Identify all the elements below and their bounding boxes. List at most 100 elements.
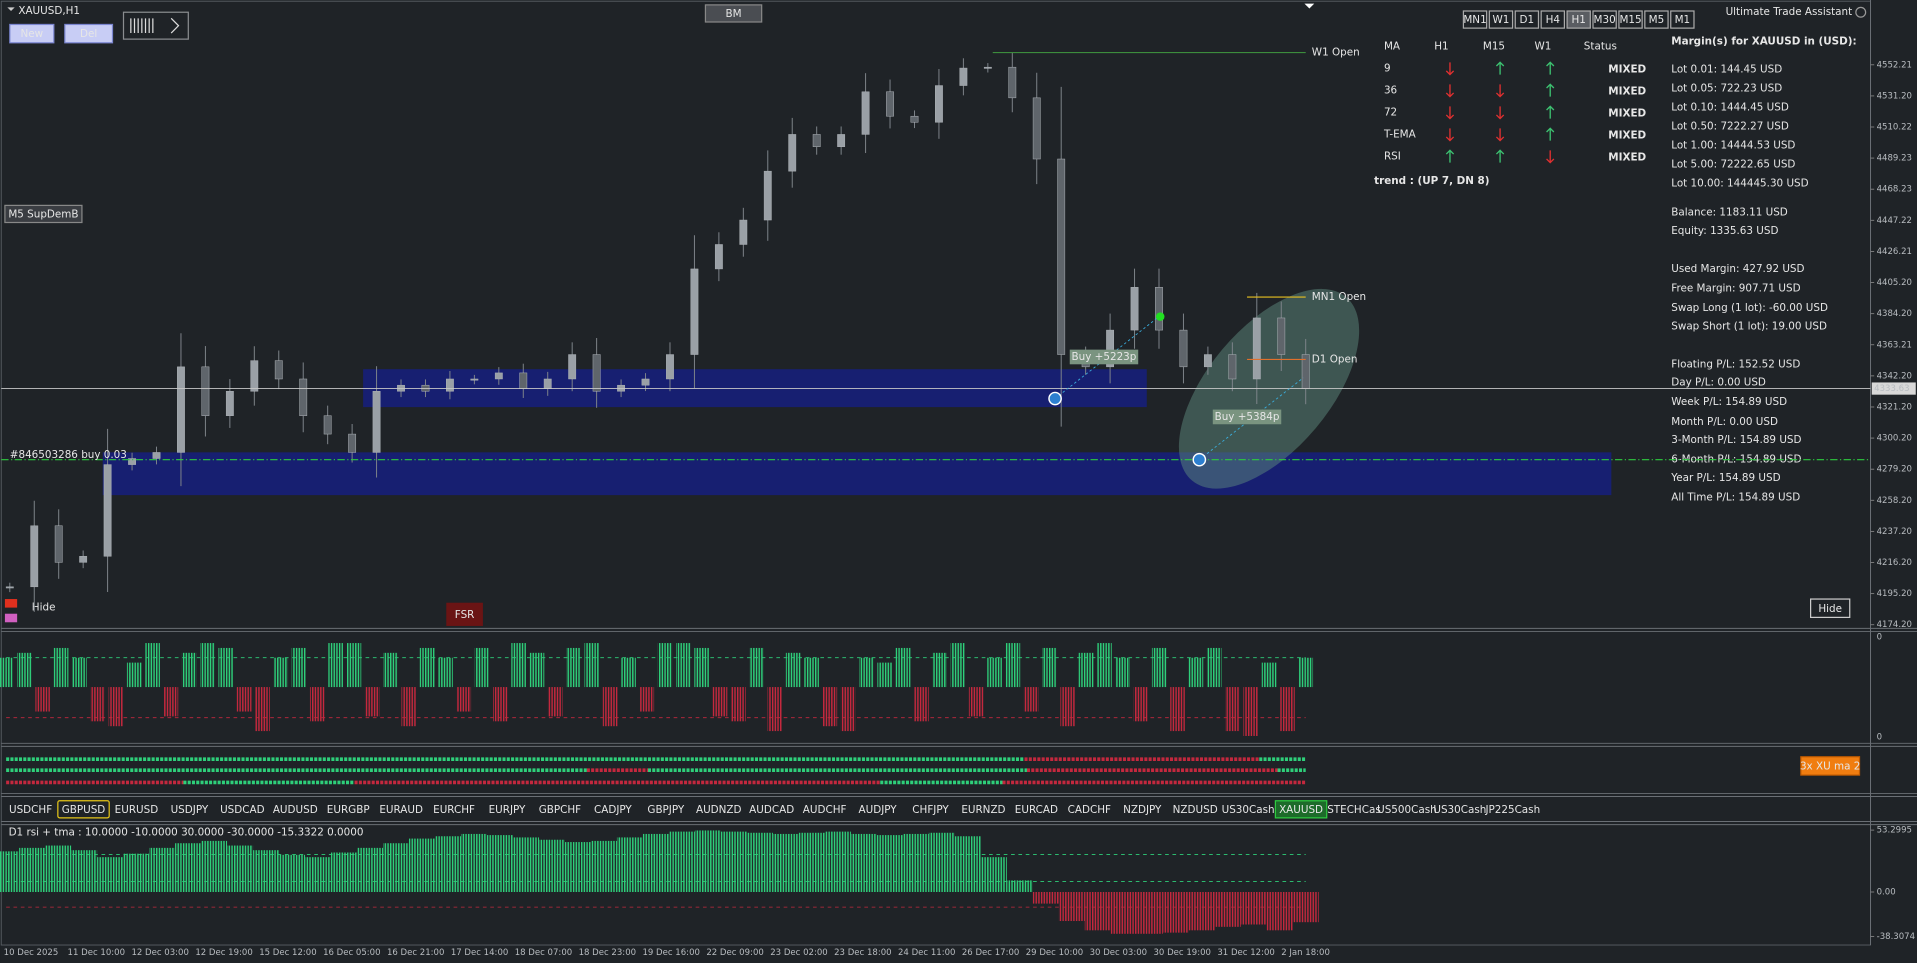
osc-bar (346, 643, 362, 688)
ma-label: RSI (1384, 150, 1401, 162)
candle (225, 391, 234, 416)
candle (103, 464, 112, 557)
symbol-button[interactable]: STECHCas (1327, 804, 1381, 816)
symbol-button[interactable]: USDCAD (220, 804, 265, 816)
supdem-button[interactable]: M5 SupDemB (8, 209, 78, 221)
symbol-button[interactable]: US30Cash (1433, 804, 1486, 816)
timeframe-button[interactable]: W1 (1493, 14, 1510, 26)
new-button[interactable]: New (20, 28, 43, 40)
y-tick-label: 4258.20 (1877, 496, 1912, 506)
symbol-button[interactable]: EURAUD (379, 804, 423, 816)
fsr-button-box[interactable] (446, 602, 483, 626)
status: MIXED (1608, 108, 1646, 120)
x-tick-label: 16 Dec 21:00 (387, 948, 444, 958)
osc-bar (621, 657, 636, 688)
osc-bar (474, 647, 490, 688)
timeframe-button-box[interactable] (1566, 10, 1591, 29)
account-line: Floating P/L: 152.52 USD (1671, 358, 1800, 370)
symbol-button[interactable]: EURCHF (433, 804, 475, 816)
rsi-bar (0, 851, 20, 892)
supdem-button-box[interactable] (4, 204, 83, 224)
bm-button[interactable]: BM (726, 8, 742, 20)
timeframe-button-box[interactable] (1670, 10, 1695, 29)
timeframe-button-box[interactable] (1540, 10, 1566, 29)
symbol-button[interactable]: EURUSD (115, 804, 159, 816)
symbol-button[interactable]: AUDNZD (696, 804, 742, 816)
account-line: All Time P/L: 154.89 USD (1671, 492, 1800, 504)
symbol-button[interactable]: US30Cash (1222, 804, 1275, 816)
candle (1277, 317, 1286, 355)
symbol-button[interactable]: EURCAD (1015, 804, 1058, 816)
symbol-button[interactable]: EURNZD (961, 804, 1005, 816)
timeframe-button-box[interactable] (1618, 10, 1643, 29)
timeframe-button[interactable]: M1 (1675, 14, 1691, 26)
timeframe-button[interactable]: M30 (1594, 14, 1616, 26)
timeframe-button[interactable]: MN1 (1463, 14, 1486, 26)
candle (201, 366, 210, 416)
rsi-bar (1110, 891, 1137, 934)
bm-button-box[interactable] (704, 4, 763, 23)
timeframe-button[interactable]: M15 (1619, 14, 1641, 26)
symbol-button[interactable]: AUDJPY (859, 804, 898, 816)
hide-button[interactable]: Hide (1818, 603, 1842, 615)
rsi-bar (227, 845, 254, 892)
osc-bar (987, 657, 1002, 688)
symbol-active[interactable] (1274, 800, 1328, 819)
hide-button-box[interactable] (1810, 598, 1851, 618)
timeframe-button-box[interactable] (1644, 10, 1669, 29)
symbol-button[interactable]: XAUUSD (1279, 804, 1323, 816)
symbol-button[interactable]: NZDUSD (1173, 804, 1218, 816)
symbol-button[interactable]: CHFJPY (912, 804, 949, 816)
symbol-button[interactable]: AUDCHF (803, 804, 847, 816)
symbol-button[interactable]: NZDJPY (1123, 804, 1162, 816)
rsi-bar (876, 835, 903, 892)
lot-margin: Lot 0.50: 7222.27 USD (1671, 121, 1789, 133)
x-tick-label: 16 Dec 05:00 (323, 948, 380, 958)
del-button-box[interactable] (64, 23, 114, 44)
xu-button[interactable]: 3x XU ma 2 (1800, 761, 1860, 773)
table-header: M15 (1483, 40, 1505, 52)
timeframe-button[interactable]: M5 (1649, 14, 1665, 26)
symbol-button[interactable]: AUDCAD (749, 804, 794, 816)
timeframe-button-box[interactable] (1488, 10, 1514, 29)
timeframe-button-box[interactable] (1462, 10, 1488, 29)
osc-bar (566, 647, 581, 688)
symbol-button[interactable]: CADCHF (1068, 804, 1111, 816)
symbol-button[interactable]: GBPJPY (647, 804, 685, 816)
del-button[interactable]: Del (80, 28, 97, 40)
timeframe-button[interactable]: D1 (1520, 14, 1535, 26)
osc-bar (804, 657, 819, 688)
xu-button-box[interactable] (1800, 756, 1861, 776)
osc-bar (950, 643, 966, 688)
margin-title: Margin(s) for XAUUSD in (USD): (1671, 36, 1856, 48)
symbol-button[interactable]: USDCHF (9, 804, 52, 816)
symbol-button[interactable]: CADJPY (594, 804, 632, 816)
symbol-marked[interactable] (57, 800, 110, 819)
timeframe-button-box[interactable] (1514, 10, 1540, 29)
symbol-button[interactable]: EURGBP (327, 804, 370, 816)
symbol-button[interactable]: GBPCHF (539, 804, 581, 816)
symbol-button[interactable]: JP225Cash (1484, 804, 1540, 816)
symbol-button[interactable]: AUDUSD (273, 804, 318, 816)
symbol-button[interactable]: EURJPY (489, 804, 526, 816)
timeframe-button[interactable]: H4 (1546, 14, 1561, 26)
rsi-bar (1292, 891, 1319, 923)
osc-bar (1188, 657, 1204, 688)
osc-bar (511, 643, 526, 688)
rsi-tick-label: -38.3074 (1877, 932, 1915, 942)
candle (714, 244, 723, 270)
fsr-button[interactable]: FSR (455, 609, 475, 621)
timeframe-button-box[interactable] (1592, 10, 1617, 29)
y-tick-label: 4447.22 (1877, 216, 1912, 226)
position-label: #846503286 buy 0.03 (10, 449, 127, 461)
timeframe-button[interactable]: H1 (1571, 14, 1585, 26)
candle (446, 378, 454, 392)
osc-bar (602, 687, 618, 727)
symbol-button[interactable]: USDJPY (171, 804, 209, 816)
symbol-button[interactable]: US500Cash (1377, 804, 1437, 816)
ma-label: 9 (1384, 62, 1391, 74)
symbol-button[interactable]: GBPUSD (62, 804, 106, 816)
rsi-bar (668, 831, 695, 892)
candle (519, 372, 528, 390)
new-button-box[interactable] (9, 23, 55, 44)
